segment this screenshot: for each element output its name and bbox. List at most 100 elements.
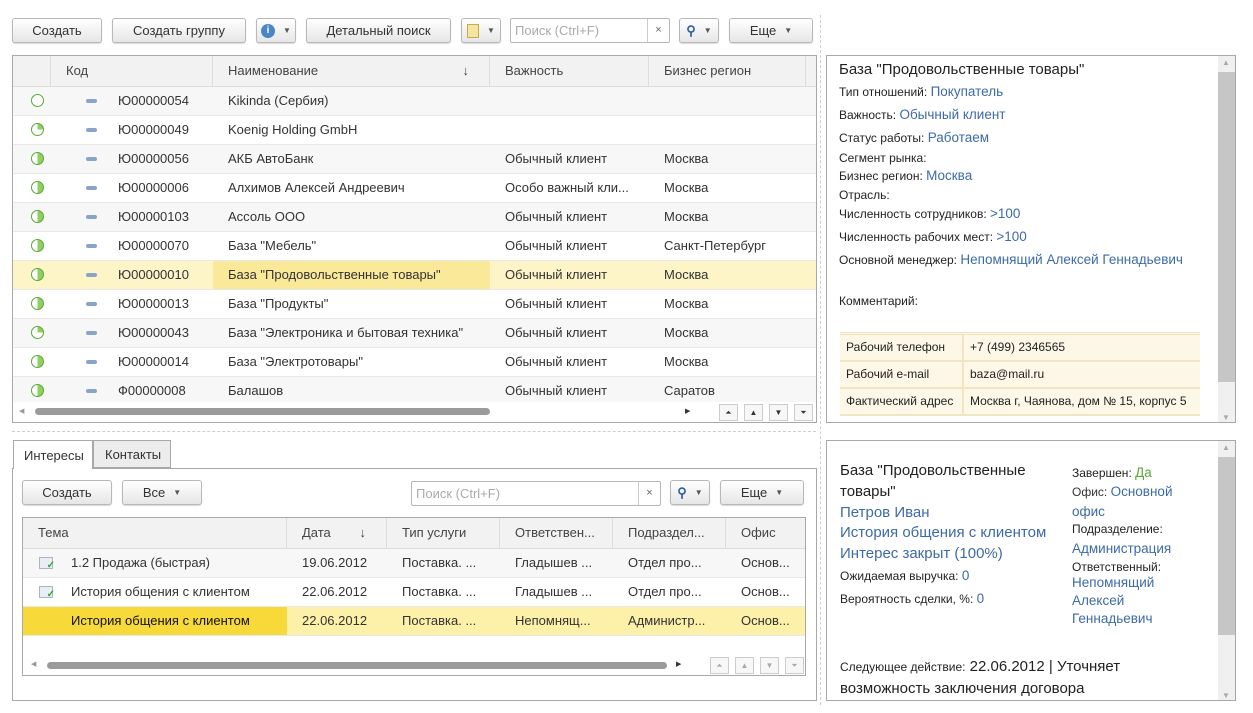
- column-name[interactable]: Наименование ↓: [213, 56, 490, 86]
- column-responsible[interactable]: Ответствен...: [500, 518, 613, 548]
- table-row[interactable]: Ю00000013 База "Продукты" Обычный клиент Мо…: [13, 290, 816, 319]
- table-row[interactable]: Ю00000070 База "Мебель" Обычный клиент Санк…: [13, 232, 816, 261]
- column-office[interactable]: Офис: [741, 525, 776, 540]
- department-link[interactable]: Администрация: [1072, 541, 1172, 556]
- search-button[interactable]: ⚲ ▼: [679, 18, 719, 43]
- cell-code: Ю00000014: [118, 354, 189, 369]
- info-button[interactable]: i ▼: [256, 18, 296, 43]
- table-row[interactable]: Ю00000049 Koenig Holding GmbH: [13, 116, 816, 145]
- table-row[interactable]: Ю00000043 База "Электроника и бытовая тех…: [13, 319, 816, 348]
- detail-field: Важность: Обычный клиент: [839, 107, 1005, 122]
- table-row[interactable]: Ю00000103 Ассоль ООО Обычный клиент Москва: [13, 203, 816, 232]
- search-input[interactable]: Поиск (Ctrl+F) ×: [510, 18, 670, 43]
- scroll-left-icon[interactable]: ◀: [31, 661, 37, 668]
- up-icon[interactable]: ▲: [735, 657, 754, 674]
- column-date[interactable]: Дата ↓: [287, 518, 387, 548]
- create-interest-button[interactable]: Создать: [22, 480, 112, 505]
- table-row[interactable]: ✓История общения с клиентом22.06.2012Пос…: [23, 607, 805, 636]
- splitter-horizontal[interactable]: [12, 431, 816, 432]
- column-code[interactable]: Код: [51, 56, 213, 86]
- table-row[interactable]: Ю00000014 База "Электротовары" Обычный кли…: [13, 348, 816, 377]
- more-button[interactable]: Еще ▼: [729, 18, 813, 43]
- horizontal-scrollbar[interactable]: ◀ ▶ ⏶ ▲ ▼ ⏷: [23, 655, 805, 675]
- up-icon[interactable]: ▲: [744, 404, 763, 421]
- scrollbar-thumb[interactable]: [1218, 72, 1235, 382]
- scroll-up-icon[interactable]: ▲: [1222, 58, 1230, 67]
- status-half-icon: [31, 210, 44, 223]
- scroll-up-icon[interactable]: ▲: [1222, 443, 1230, 452]
- clear-icon[interactable]: ×: [638, 482, 660, 505]
- horizontal-scrollbar[interactable]: ◀ ▶ ⏶ ▲ ▼ ⏷: [13, 402, 816, 422]
- tab-contacts[interactable]: Контакты: [93, 440, 171, 468]
- table-row[interactable]: Ю00000006 Алхимов Алексей Андреевич Особо …: [13, 174, 816, 203]
- create-group-button[interactable]: Создать группу: [112, 18, 246, 43]
- cell-name: База "Электроника и бытовая техника": [228, 325, 464, 340]
- cell-code: Ю00000010: [118, 267, 189, 282]
- create-button[interactable]: Создать: [12, 18, 102, 43]
- report-icon: [467, 23, 480, 38]
- table-row[interactable]: Ю00000054 Kikinda (Сербия): [13, 87, 816, 116]
- table-row[interactable]: Ю00000010 База "Продовольственные товары"…: [13, 261, 816, 290]
- state-link[interactable]: Интерес закрыт (100%): [840, 545, 1003, 562]
- last-icon[interactable]: ⏷: [794, 404, 813, 421]
- scroll-down-icon[interactable]: ▼: [1222, 691, 1230, 700]
- scrollbar-thumb[interactable]: [1218, 457, 1235, 635]
- field-value-link[interactable]: >100: [990, 206, 1021, 221]
- detail-search-button[interactable]: Детальный поиск: [306, 18, 451, 43]
- first-icon[interactable]: ⏶: [719, 404, 738, 421]
- scroll-right-icon[interactable]: ▶: [685, 408, 691, 415]
- splitter-vertical[interactable]: [820, 15, 821, 705]
- contact-label: Фактический адрес: [840, 389, 964, 414]
- vertical-scrollbar[interactable]: ▲ ▼: [1218, 441, 1235, 700]
- scrollbar-thumb[interactable]: [47, 662, 667, 669]
- office-link[interactable]: Основной офис: [1072, 484, 1173, 519]
- first-icon[interactable]: ⏶: [710, 657, 729, 674]
- field-value-link[interactable]: Покупатель: [930, 84, 1004, 99]
- responsible-link[interactable]: Непомнящий Алексей Геннадьевич: [1072, 575, 1155, 626]
- column-importance[interactable]: Важность: [490, 56, 649, 86]
- last-icon[interactable]: ⏷: [785, 657, 804, 674]
- field-value-link[interactable]: Работаем: [927, 130, 990, 145]
- revenue-value[interactable]: 0: [961, 568, 970, 583]
- cell-name: АКБ АвтоБанк: [228, 151, 314, 166]
- cell-code: Ю00000006: [118, 180, 189, 195]
- column-region[interactable]: Бизнес регион: [649, 56, 806, 86]
- table-row[interactable]: Ю00000056 АКБ АвтоБанк Обычный клиент Москв…: [13, 145, 816, 174]
- column-service[interactable]: Тип услуги: [387, 518, 500, 548]
- field-value-link[interactable]: Непомнящий Алексей Геннадьевич: [960, 252, 1183, 267]
- down-icon[interactable]: ▼: [769, 404, 788, 421]
- probability-value[interactable]: 0: [976, 591, 985, 606]
- clear-icon[interactable]: ×: [647, 19, 669, 42]
- interests-search-input[interactable]: Поиск (Ctrl+F) ×: [411, 481, 661, 506]
- item-icon: [86, 302, 97, 306]
- column-department[interactable]: Подраздел...: [613, 518, 726, 548]
- interests-search-button[interactable]: ⚲ ▼: [670, 480, 710, 505]
- tab-interests[interactable]: Интересы: [13, 440, 93, 469]
- filter-all-button[interactable]: Все ▼: [122, 480, 202, 505]
- table-row[interactable]: ✓ 1.2 Продажа (быстрая) 19.06.2012 Поставка…: [23, 549, 805, 578]
- field-value-link[interactable]: Обычный клиент: [899, 107, 1006, 122]
- scrollbar-thumb[interactable]: [35, 408, 490, 415]
- cell-code: Ф00000008: [118, 383, 186, 398]
- counterparties-table: Код Наименование ↓ Важность Бизнес регион…: [12, 55, 817, 423]
- item-icon: [86, 360, 97, 364]
- vertical-scrollbar[interactable]: ▲ ▼: [1218, 56, 1235, 422]
- item-icon: [86, 244, 97, 248]
- cell-name: База "Продовольственные товары": [213, 261, 490, 289]
- contact-link[interactable]: Петров Иван: [840, 504, 930, 521]
- field-value-link[interactable]: >100: [996, 229, 1027, 244]
- interests-more-button[interactable]: Еще ▼: [720, 480, 804, 505]
- column-topic[interactable]: Тема: [23, 518, 287, 548]
- status-half-icon: [31, 355, 44, 368]
- office-label: Офис:: [1072, 485, 1108, 499]
- scroll-left-icon[interactable]: ◀: [19, 408, 25, 415]
- down-icon[interactable]: ▼: [760, 657, 779, 674]
- field-value-link[interactable]: Москва: [926, 168, 973, 183]
- scroll-down-icon[interactable]: ▼: [1222, 413, 1230, 422]
- report-button[interactable]: ▼: [461, 18, 501, 43]
- topic-link[interactable]: История общения с клиентом: [840, 524, 1047, 541]
- cell-name: Ассоль ООО: [228, 209, 306, 224]
- scroll-right-icon[interactable]: ▶: [676, 661, 682, 668]
- cell-office: Основ...: [741, 555, 790, 570]
